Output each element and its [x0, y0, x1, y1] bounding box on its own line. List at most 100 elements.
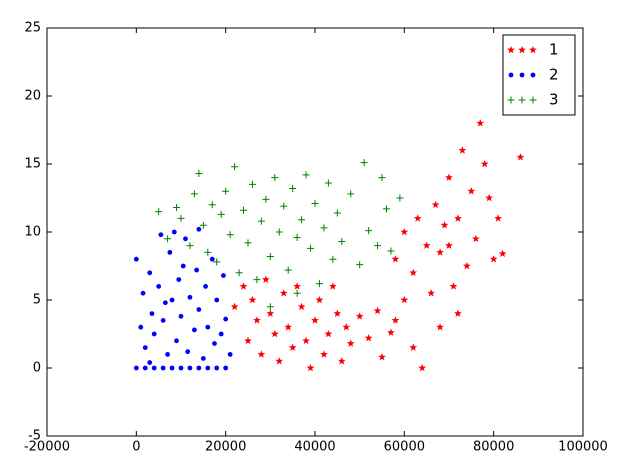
- point: [400, 227, 409, 236]
- point: [453, 309, 462, 317]
- point: [192, 327, 197, 333]
- point: [178, 365, 184, 371]
- point: [320, 224, 328, 232]
- point: [284, 266, 292, 274]
- point: [169, 365, 175, 371]
- point: [169, 297, 175, 303]
- point: [162, 300, 168, 306]
- point: [302, 336, 311, 345]
- x-tick-label: 60000: [384, 440, 425, 455]
- point: [324, 329, 333, 338]
- legend-marker: [508, 72, 514, 78]
- point: [293, 282, 302, 290]
- legend-label: 3: [549, 91, 559, 109]
- point: [319, 350, 328, 358]
- point: [178, 313, 184, 319]
- point: [333, 209, 341, 217]
- point: [223, 316, 229, 322]
- point: [226, 231, 234, 239]
- point: [195, 170, 203, 178]
- point: [324, 179, 332, 187]
- y-tick-label: 10: [24, 225, 41, 240]
- point: [183, 236, 188, 242]
- point: [244, 336, 252, 345]
- point: [360, 159, 368, 167]
- point: [266, 252, 274, 260]
- point: [445, 241, 453, 249]
- point: [494, 214, 503, 222]
- point: [221, 273, 226, 278]
- point: [240, 206, 248, 214]
- point: [328, 282, 337, 290]
- point: [356, 261, 364, 269]
- legend-marker: [507, 96, 515, 104]
- point: [337, 357, 346, 365]
- point: [212, 341, 217, 346]
- point: [217, 210, 225, 218]
- point: [140, 290, 146, 296]
- y-tick-label: 25: [24, 21, 41, 36]
- point: [378, 174, 386, 182]
- point: [440, 221, 449, 229]
- point: [205, 365, 211, 371]
- point: [231, 163, 239, 171]
- point: [253, 276, 261, 284]
- point: [297, 302, 306, 311]
- point: [199, 221, 207, 229]
- legend-box: [502, 34, 576, 116]
- y-tick-label: 0: [33, 361, 41, 376]
- point: [177, 214, 185, 222]
- point: [208, 201, 216, 209]
- point: [138, 324, 144, 330]
- point: [355, 312, 364, 320]
- point: [346, 339, 355, 347]
- point: [293, 289, 301, 297]
- point: [413, 214, 422, 222]
- point: [185, 349, 191, 355]
- point: [248, 180, 256, 188]
- point: [365, 227, 373, 235]
- point: [257, 350, 266, 358]
- point: [498, 249, 507, 258]
- point: [418, 363, 427, 372]
- point: [289, 184, 297, 192]
- point: [196, 307, 202, 312]
- point: [293, 233, 301, 241]
- point: [480, 159, 489, 168]
- point: [261, 275, 270, 283]
- point: [180, 263, 186, 269]
- point: [156, 284, 162, 289]
- point: [347, 190, 355, 198]
- point: [158, 232, 164, 238]
- point: [382, 205, 390, 213]
- legend-marker: [518, 96, 526, 104]
- point: [436, 323, 445, 331]
- legend-marker: [507, 45, 515, 54]
- point: [298, 216, 306, 224]
- point: [338, 238, 346, 246]
- y-tick-label: 5: [33, 293, 41, 308]
- point: [284, 323, 293, 331]
- point: [364, 333, 373, 342]
- point: [271, 174, 279, 182]
- series: [230, 119, 525, 372]
- point: [200, 356, 206, 361]
- point: [396, 194, 404, 202]
- point: [257, 217, 265, 225]
- point: [147, 360, 153, 365]
- y-tick-label: -5: [28, 429, 41, 444]
- point: [149, 311, 155, 316]
- point: [458, 146, 467, 154]
- point: [485, 193, 494, 202]
- point: [204, 248, 212, 256]
- point: [288, 343, 297, 351]
- point: [270, 329, 279, 338]
- y-tick-label: 20: [24, 89, 41, 104]
- point: [279, 289, 288, 297]
- point: [248, 295, 257, 304]
- point: [302, 171, 310, 179]
- series: [133, 226, 233, 371]
- x-tick-label: 0: [132, 440, 140, 455]
- point: [186, 242, 194, 250]
